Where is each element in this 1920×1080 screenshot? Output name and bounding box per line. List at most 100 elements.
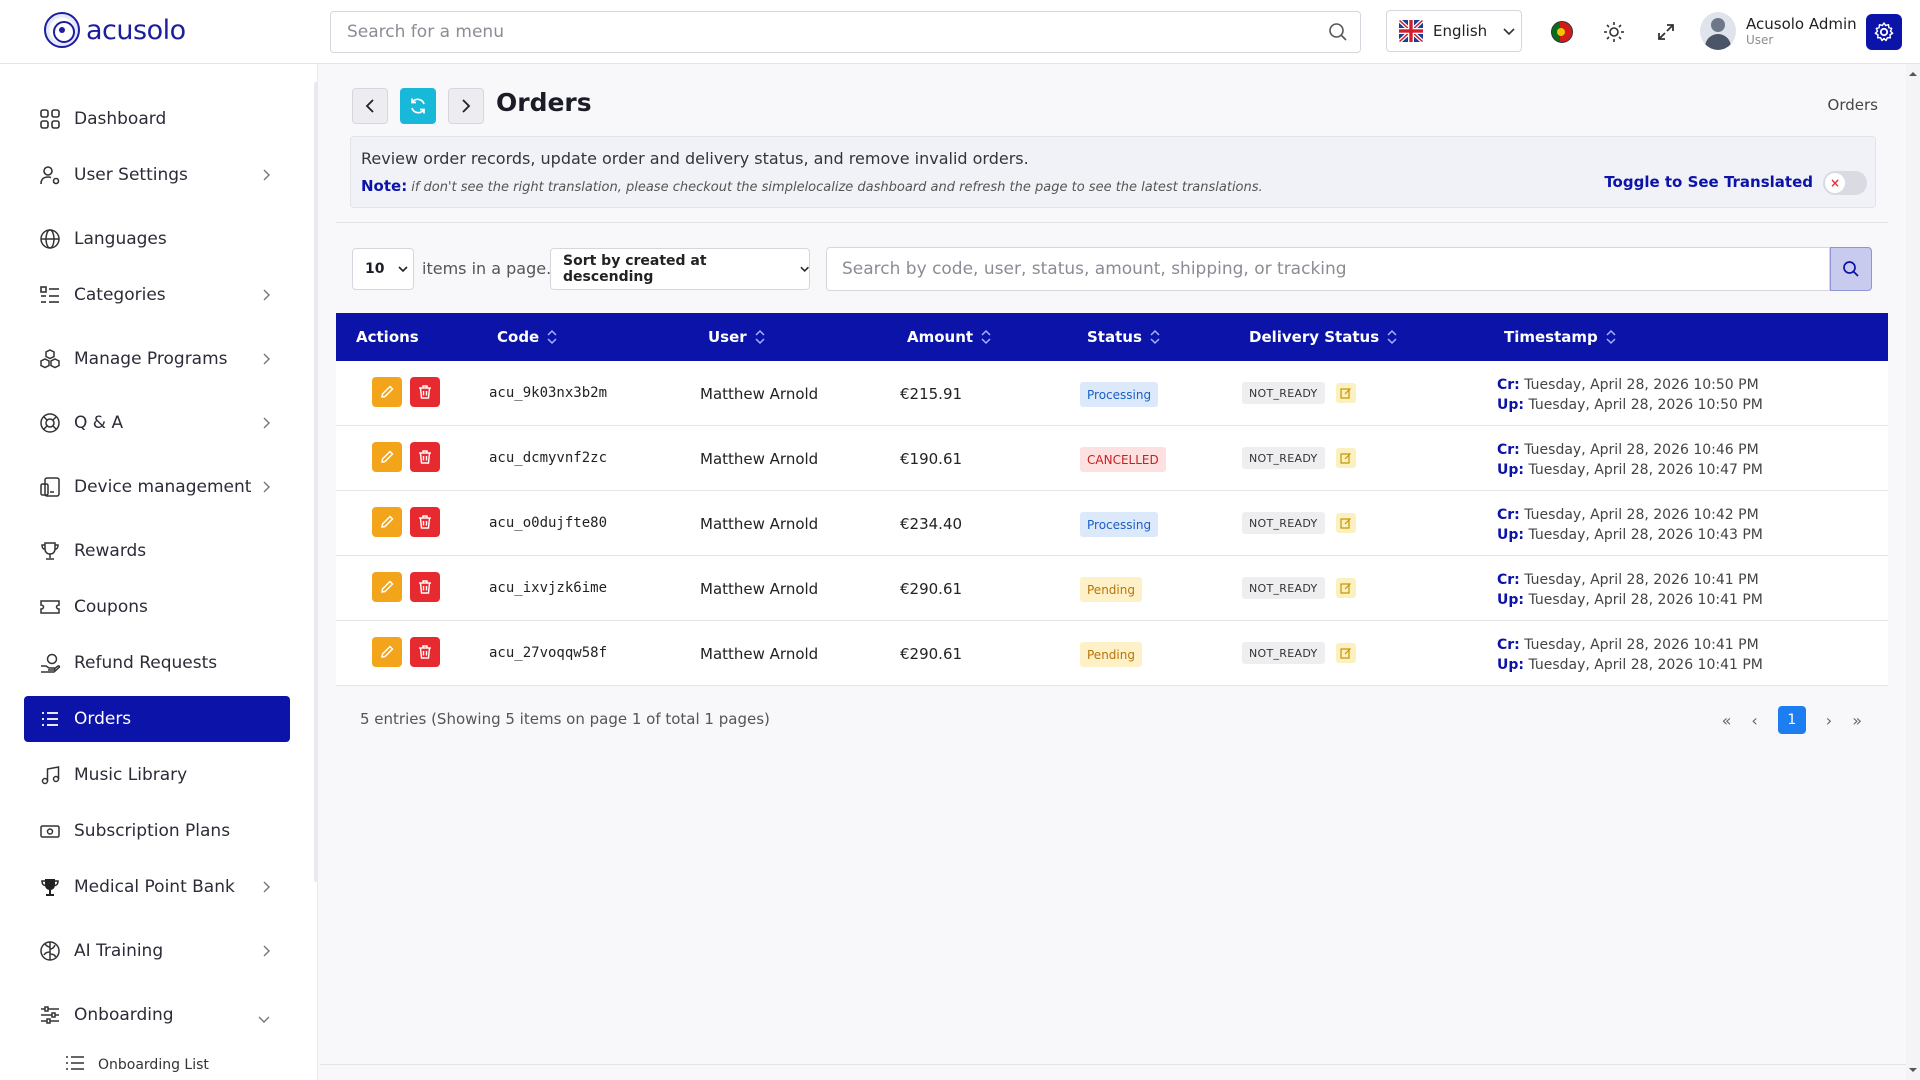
header-amount[interactable]: Amount <box>907 328 991 346</box>
order-user: Matthew Arnold <box>700 450 819 468</box>
portugal-flag-icon[interactable] <box>1548 18 1576 46</box>
edit-delivery-button[interactable] <box>1336 448 1356 468</box>
fullscreen-icon[interactable] <box>1652 18 1680 46</box>
breadcrumb[interactable]: Orders <box>1827 96 1878 114</box>
edit-delivery-button[interactable] <box>1336 643 1356 663</box>
user-menu[interactable]: Acusolo Admin User <box>1700 12 1857 50</box>
edit-button[interactable] <box>372 442 402 472</box>
sort-icon <box>547 329 557 345</box>
refresh-button[interactable] <box>400 88 436 124</box>
sidebar-item-refund-requests[interactable]: Refund Requests <box>24 640 290 686</box>
page-button-current[interactable]: 1 <box>1777 706 1806 734</box>
table-row: acu_27voqqw58f Matthew Arnold €290.61 Pe… <box>336 621 1888 686</box>
status-badge: CANCELLED <box>1080 447 1166 472</box>
header-user[interactable]: User <box>708 328 765 346</box>
sidebar-item-ai-training[interactable]: AI Training <box>24 928 290 974</box>
sidebar-item-label: Languages <box>74 229 167 249</box>
delete-button[interactable] <box>410 572 440 602</box>
edit-delivery-button[interactable] <box>1336 513 1356 533</box>
language-selector[interactable]: English <box>1386 10 1522 52</box>
delivery-status-badge: NOT_READY <box>1242 577 1325 599</box>
delete-button[interactable] <box>410 442 440 472</box>
next-page-icon[interactable]: › <box>1825 710 1833 730</box>
top-bar: acusolo English <box>0 0 1920 64</box>
sidebar-item-onboarding[interactable]: Onboarding <box>24 992 290 1038</box>
refund-icon <box>38 651 62 675</box>
sidebar-item-qa[interactable]: Q & A <box>24 400 290 446</box>
sidebar-item-manage-programs[interactable]: Manage Programs <box>24 336 290 382</box>
sidebar-item-languages[interactable]: Languages <box>24 216 290 262</box>
sidebar-item-label: User Settings <box>74 165 188 185</box>
delete-button[interactable] <box>410 637 440 667</box>
page-scrollbar[interactable] <box>1906 64 1920 1080</box>
sidebar-item-medical-point-bank[interactable]: Medical Point Bank <box>24 864 290 910</box>
sidebar-item-label: Subscription Plans <box>74 821 231 841</box>
translate-toggle[interactable]: × <box>1823 171 1867 195</box>
menu-search-input[interactable] <box>331 12 1311 52</box>
page-size-select[interactable]: 10 <box>352 248 414 290</box>
status-badge: Processing <box>1080 382 1159 407</box>
back-button[interactable] <box>352 88 388 124</box>
orders-search-input[interactable] <box>827 248 1807 290</box>
sliders-icon <box>38 1003 62 1027</box>
brain-icon <box>38 939 62 963</box>
edit-button[interactable] <box>372 572 402 602</box>
first-page-icon[interactable]: « <box>1721 710 1732 730</box>
updated-at: Tuesday, April 28, 2026 10:41 PM <box>1528 592 1763 608</box>
scroll-up-icon[interactable] <box>1906 68 1920 80</box>
sidebar-item-label: Music Library <box>74 765 188 785</box>
toggle-label: Toggle to See Translated <box>1604 173 1813 191</box>
refresh-icon <box>411 98 425 114</box>
created-at: Tuesday, April 28, 2026 10:41 PM <box>1524 572 1759 588</box>
search-button[interactable] <box>1830 247 1872 291</box>
info-box: Review order records, update order and d… <box>350 136 1876 208</box>
delete-button[interactable] <box>410 507 440 537</box>
sidebar-item-orders[interactable]: Orders <box>24 696 290 742</box>
chevron-left-icon <box>365 99 374 113</box>
sidebar-subitem-onboarding-list[interactable]: Onboarding List <box>64 1054 209 1076</box>
sidebar-scrollbar[interactable] <box>314 82 317 882</box>
header-code[interactable]: Code <box>497 328 557 346</box>
search-icon[interactable] <box>1328 22 1348 46</box>
sidebar-item-label: Rewards <box>74 541 147 561</box>
edit-delivery-button[interactable] <box>1336 578 1356 598</box>
delete-button[interactable] <box>410 377 440 407</box>
pagination-summary: 5 entries (Showing 5 items on page 1 of … <box>360 710 770 728</box>
sidebar-item-coupons[interactable]: Coupons <box>24 584 290 630</box>
chevron-right-icon <box>262 478 270 498</box>
last-page-icon[interactable]: » <box>1852 710 1862 730</box>
sidebar-item-dashboard[interactable]: Dashboard <box>24 96 290 142</box>
sidebar-item-music-library[interactable]: Music Library <box>24 752 290 798</box>
forward-button[interactable] <box>448 88 484 124</box>
sidebar-item-user-settings[interactable]: User Settings <box>24 152 290 198</box>
globe-icon <box>38 227 62 251</box>
sidebar-item-rewards[interactable]: Rewards <box>24 528 290 574</box>
order-amount: €234.40 <box>900 515 963 533</box>
sidebar-item-device-management[interactable]: Device management <box>24 464 290 510</box>
header-status[interactable]: Status <box>1087 328 1160 346</box>
theme-toggle-sun-icon[interactable] <box>1600 18 1628 46</box>
timestamp: Cr: Tuesday, April 28, 2026 10:46 PM Up: … <box>1497 442 1763 478</box>
chevron-down-icon <box>398 265 409 272</box>
edit-button[interactable] <box>372 637 402 667</box>
sidebar-item-categories[interactable]: Categories <box>24 272 290 318</box>
chevron-right-icon <box>262 942 270 962</box>
chevron-right-icon <box>262 166 270 186</box>
sort-select[interactable]: Sort by created at descending <box>550 248 810 290</box>
order-user: Matthew Arnold <box>700 580 819 598</box>
edit-icon <box>1340 453 1351 464</box>
pagination: « ‹ 1 › » <box>1722 706 1862 734</box>
header-timestamp[interactable]: Timestamp <box>1504 328 1616 346</box>
edit-button[interactable] <box>372 377 402 407</box>
header-delivery-status[interactable]: Delivery Status <box>1249 328 1397 346</box>
edit-button[interactable] <box>372 507 402 537</box>
order-amount: €215.91 <box>900 385 963 403</box>
sidebar-item-subscription-plans[interactable]: Subscription Plans <box>24 808 290 854</box>
settings-button[interactable] <box>1866 14 1902 50</box>
edit-delivery-button[interactable] <box>1336 383 1356 403</box>
prev-page-icon[interactable]: ‹ <box>1751 710 1758 730</box>
logo-text: acusolo <box>86 14 186 46</box>
scroll-down-icon[interactable] <box>1906 1064 1920 1076</box>
chevron-down-icon <box>258 1009 270 1029</box>
logo[interactable]: acusolo <box>44 12 186 48</box>
